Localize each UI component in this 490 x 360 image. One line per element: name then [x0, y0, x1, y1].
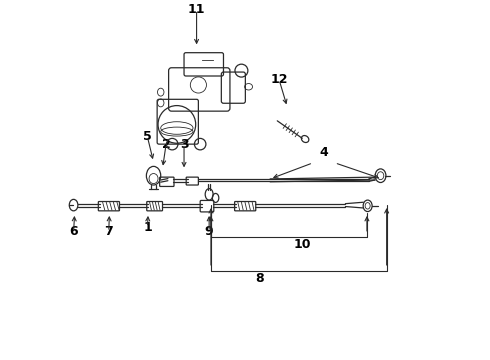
Text: 3: 3: [180, 138, 188, 150]
Text: 1: 1: [143, 221, 152, 234]
Text: 4: 4: [319, 145, 328, 158]
Text: 11: 11: [188, 3, 205, 16]
Text: 8: 8: [255, 272, 264, 285]
Text: 12: 12: [270, 73, 288, 86]
Text: 7: 7: [104, 225, 113, 238]
Text: 10: 10: [294, 238, 311, 251]
Text: 5: 5: [143, 130, 152, 144]
Text: 2: 2: [162, 138, 171, 150]
Text: 6: 6: [69, 225, 78, 238]
Text: 9: 9: [205, 225, 214, 238]
